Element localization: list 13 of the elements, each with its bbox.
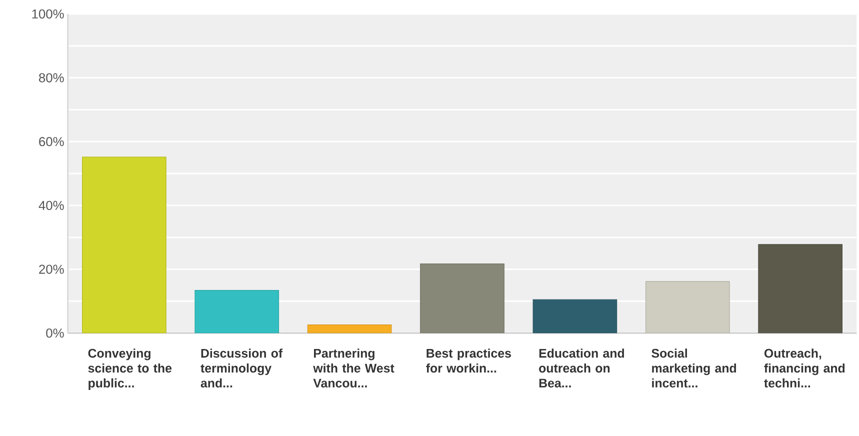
y-tick-label: 60% bbox=[39, 137, 64, 146]
x-tick-label: Outreach, financing and techni... bbox=[764, 348, 845, 388]
y-tick-label: 20% bbox=[39, 264, 64, 274]
y-tick-label: 0% bbox=[46, 328, 64, 338]
x-tick-label: Partnering with the West Vancou... bbox=[313, 348, 394, 388]
x-tick-label: Conveying science to the public... bbox=[88, 348, 172, 390]
y-tick-label: 80% bbox=[39, 73, 64, 82]
x-tick-label: Discussion of terminology and... bbox=[200, 348, 283, 388]
x-tick-label: Education and outreach on Bea... bbox=[539, 348, 624, 388]
y-tick-label: 100% bbox=[32, 9, 64, 19]
x-tick-label: Best practices for workin... bbox=[426, 348, 511, 373]
x-tick-label: Social marketing and incent... bbox=[652, 348, 736, 388]
y-tick-label: 40% bbox=[38, 200, 64, 210]
